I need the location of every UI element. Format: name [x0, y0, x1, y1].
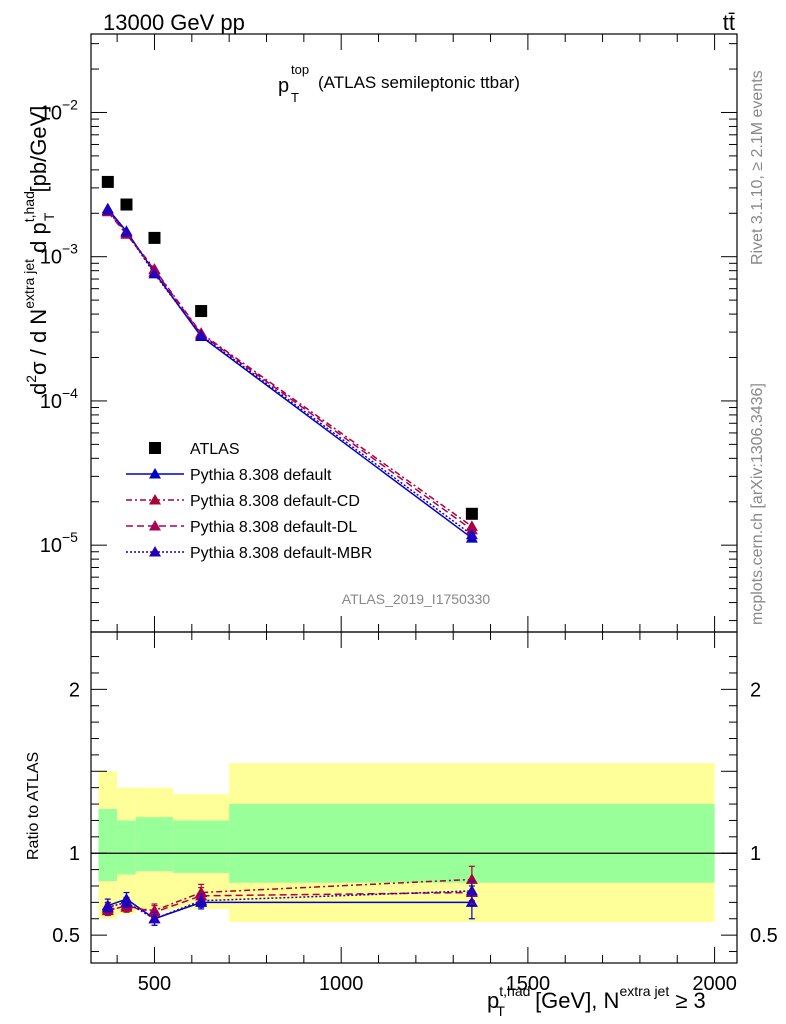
uncertainty-band-green: [135, 817, 174, 872]
data-point: [120, 226, 133, 237]
legend-entry: Pythia 8.308 default-MBR: [126, 545, 372, 562]
ratio-point: [120, 896, 133, 907]
data-point: [465, 528, 478, 540]
data-point: [101, 204, 114, 215]
svg-text:top: top: [291, 62, 309, 77]
data-point-atlas: [120, 198, 133, 211]
x-ticks: 500 1000 1500 2000: [116, 34, 737, 995]
data-point-atlas: [148, 231, 161, 244]
main-y-tick-exponent: −3: [62, 241, 78, 257]
legend-label: Pythia 8.308 default-MBR: [190, 545, 372, 562]
data-point-atlas: [195, 305, 208, 318]
svg-text:T: T: [291, 90, 299, 105]
main-y-tick-label: 10: [40, 102, 62, 124]
ratio-y-ticks: 2 2 1 1 0.5 0.5: [52, 656, 778, 953]
uncertainty-band-green: [173, 820, 230, 873]
ratio-point: [148, 906, 161, 917]
main-y-tick-exponent: −4: [62, 385, 78, 401]
legend-marker-square: [149, 442, 161, 454]
data-point-atlas: [465, 507, 478, 520]
legend-marker-triangle: [149, 520, 161, 531]
ratio-point: [195, 894, 208, 906]
main-y-ticks: 10−210−310−410−5: [40, 43, 737, 622]
data-point-atlas: [101, 175, 114, 188]
ratio-y-tick-label: 1: [69, 843, 80, 865]
ratio-y-tick-label-right: 2: [750, 679, 761, 701]
x-tick-label: 1500: [506, 973, 551, 995]
legend-marker-triangle: [149, 494, 161, 505]
ratio-y-tick-label: 2: [69, 679, 80, 701]
ratio-point: [101, 901, 114, 912]
legend-marker-triangle: [149, 468, 161, 479]
series-1: [101, 202, 478, 543]
svg-text:(ATLAS semileptonic ttbar): (ATLAS semileptonic ttbar): [318, 73, 520, 92]
header-left: 13000 GeV pp: [103, 10, 245, 35]
x-axis-label: pt,had T [GeV], Nextra jet ≥ 3: [487, 983, 706, 1019]
ratio-y-tick-label: 0.5: [52, 925, 80, 947]
mcplots-label: mcplots.cern.ch [arXiv:1306.3436]: [749, 383, 766, 625]
uncertainty-band-green: [117, 820, 136, 875]
x-tick-label: 500: [138, 973, 171, 995]
legend: ATLAS Pythia 8.308 default Pythia 8.308 de…: [126, 441, 372, 562]
x-tick-label: 1000: [319, 973, 364, 995]
main-y-tick-exponent: −5: [62, 529, 78, 545]
analysis-id: ATLAS_2019_I1750330: [342, 591, 491, 607]
ratio-point: [465, 884, 478, 896]
ratio-y-axis-label: Ratio to ATLAS: [25, 752, 42, 860]
series-3: [101, 205, 478, 535]
legend-entry: Pythia 8.308 default: [126, 467, 332, 484]
ratio-line: [107, 890, 472, 920]
data-point: [195, 329, 208, 340]
series-line: [107, 208, 473, 539]
header-right: tt̄: [723, 10, 735, 35]
main-y-axis-label: d2σ / d Nextra jet d pt,had T [pb/GeV]: [21, 106, 57, 395]
main-y-tick-label: 10: [40, 391, 62, 413]
data-point: [148, 267, 161, 279]
ratio-bands: [98, 763, 715, 923]
legend-entry: Pythia 8.308 default-CD: [126, 493, 360, 510]
legend-entry: ATLAS: [149, 441, 240, 458]
main-y-tick-label: 10: [40, 535, 62, 557]
ratio-y-tick-label-right: 1: [750, 843, 761, 865]
series-line: [107, 209, 473, 536]
legend-label: Pythia 8.308 default-DL: [190, 519, 357, 536]
series-line: [107, 211, 473, 531]
rivet-label: Rivet 3.1.10, ≥ 2.1M events: [749, 70, 766, 265]
series-4: [101, 204, 478, 540]
ratio-point: [148, 912, 161, 924]
x-tick-label: 2000: [692, 973, 737, 995]
ratio-y-tick-label-right: 0.5: [750, 925, 778, 947]
uncertainty-band-green: [98, 808, 118, 882]
legend-marker-triangle: [149, 546, 161, 557]
svg-text:p: p: [278, 75, 289, 97]
main-y-tick-label: 10: [40, 247, 62, 269]
ratio-panel-frame: [90, 631, 738, 964]
main-y-tick-exponent: −2: [62, 96, 78, 112]
legend-entry: Pythia 8.308 default-DL: [126, 519, 357, 536]
legend-label: ATLAS: [190, 441, 240, 458]
legend-label: Pythia 8.308 default: [190, 467, 332, 484]
main-panel-frame: [90, 33, 738, 633]
plot-title: p top T (ATLAS semileptonic ttbar): [278, 62, 520, 105]
legend-label: Pythia 8.308 default-CD: [190, 493, 360, 510]
series-0: [101, 175, 478, 520]
ratio-series-3: [101, 880, 478, 926]
